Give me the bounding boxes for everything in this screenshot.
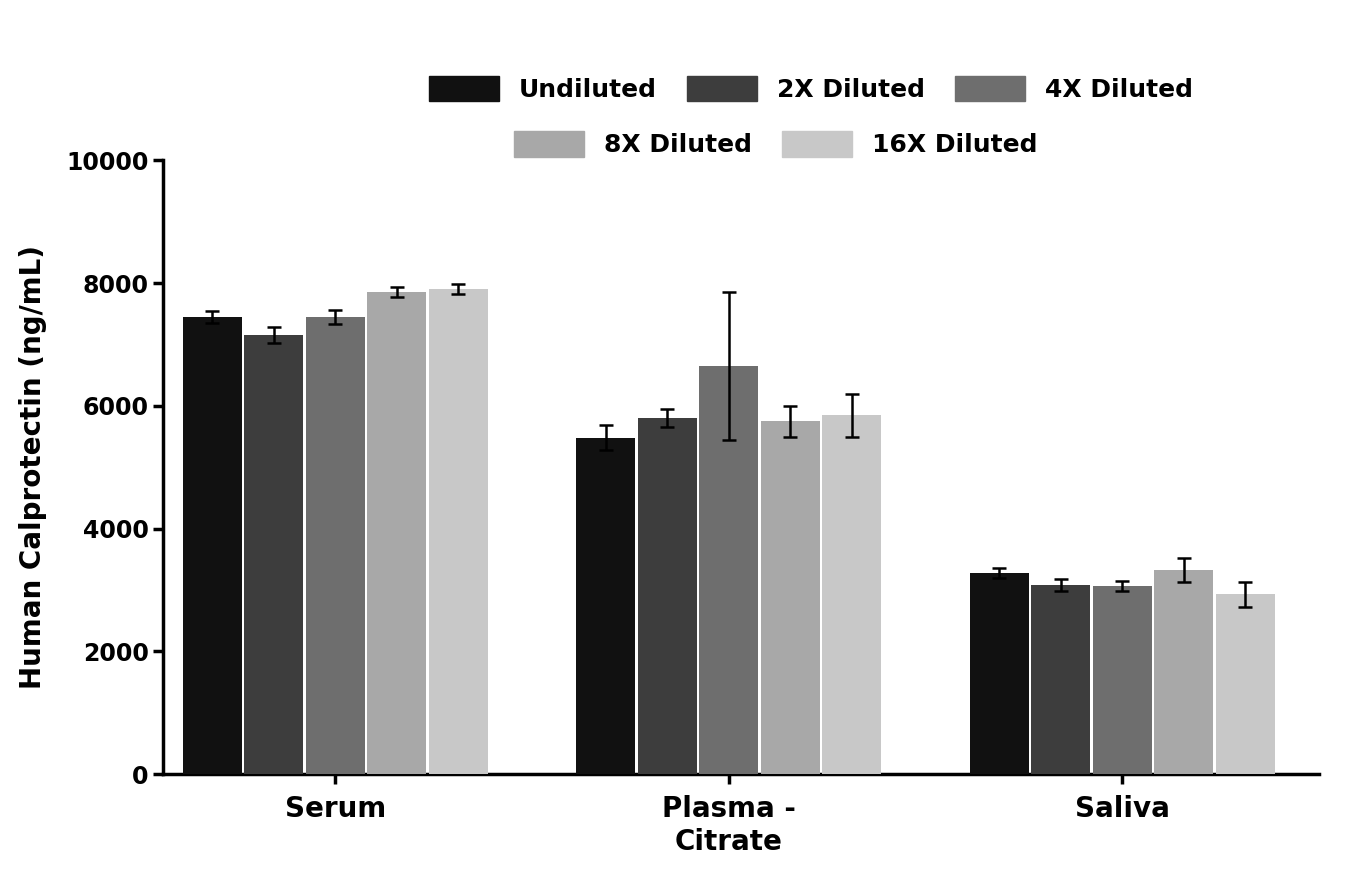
Bar: [428, 289, 488, 774]
Bar: [970, 573, 1030, 774]
Bar: [1216, 595, 1274, 774]
Bar: [367, 292, 427, 774]
Bar: [823, 415, 881, 774]
Bar: [1093, 587, 1152, 774]
Bar: [245, 336, 303, 774]
Bar: [577, 438, 635, 774]
Bar: [760, 421, 820, 774]
Bar: [1031, 585, 1091, 774]
Legend: 8X Diluted, 16X Diluted: 8X Diluted, 16X Diluted: [507, 124, 1044, 165]
Bar: [699, 366, 759, 774]
Bar: [182, 317, 242, 774]
Bar: [1155, 570, 1213, 774]
Bar: [306, 317, 364, 774]
Bar: [638, 418, 696, 774]
Y-axis label: Human Calprotectin (ng/mL): Human Calprotectin (ng/mL): [19, 246, 46, 689]
